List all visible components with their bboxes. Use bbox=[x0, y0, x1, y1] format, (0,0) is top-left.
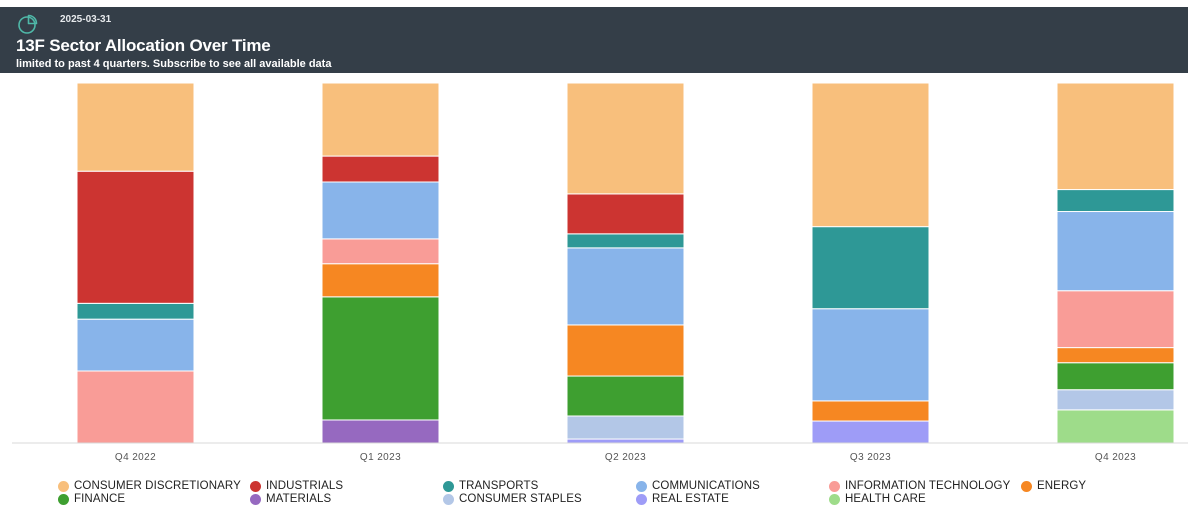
legend-swatch bbox=[829, 493, 840, 505]
chart-header: 2025-03-31 13F Sector Allocation Over Ti… bbox=[0, 7, 1188, 73]
legend-swatch bbox=[636, 480, 647, 492]
bar-segment-q4-2023-communications[interactable] bbox=[1056, 211, 1175, 292]
legend-item-finance[interactable]: FINANCE bbox=[58, 492, 125, 506]
bar-segment-q1-2023-information-technology[interactable] bbox=[321, 238, 440, 265]
bar-segment-q4-2023-information-technology[interactable] bbox=[1056, 290, 1175, 349]
bar-segment-q3-2023-consumer-discretionary[interactable] bbox=[811, 82, 930, 228]
bar-segment-q2-2023-communications[interactable] bbox=[566, 247, 685, 326]
bar-segment-q2-2023-finance[interactable] bbox=[566, 375, 685, 417]
legend-label: HEALTH CARE bbox=[845, 493, 926, 505]
x-tick-label-q3-2023: Q3 2023 bbox=[850, 452, 891, 463]
bar-segment-q2-2023-real-estate[interactable] bbox=[566, 438, 685, 444]
legend-item-communications[interactable]: COMMUNICATIONS bbox=[636, 479, 760, 493]
bar-segment-q4-2022-communications[interactable] bbox=[76, 318, 195, 372]
x-tick-label-q1-2023: Q1 2023 bbox=[360, 452, 401, 463]
bar-segment-q3-2023-communications[interactable] bbox=[811, 308, 930, 402]
bar-segment-q1-2023-communications[interactable] bbox=[321, 181, 440, 240]
legend-swatch bbox=[829, 480, 840, 492]
bar-segment-q4-2023-energy[interactable] bbox=[1056, 347, 1175, 364]
x-axis-tick-labels: Q4 2022 Q1 2023 Q2 2023 Q3 2023 Q4 2023 bbox=[115, 452, 1136, 463]
legend-item-materials[interactable]: MATERIALS bbox=[250, 492, 331, 506]
bar-segment-q1-2023-materials[interactable] bbox=[321, 419, 440, 444]
bar-segment-q4-2023-finance[interactable] bbox=[1056, 362, 1175, 391]
legend-item-real-estate[interactable]: REAL ESTATE bbox=[636, 492, 729, 506]
legend-label: FINANCE bbox=[74, 493, 126, 505]
bar-segment-q2-2023-industrials[interactable] bbox=[566, 193, 685, 235]
bar-segment-q4-2022-information-technology[interactable] bbox=[76, 370, 195, 444]
legend-item-health-care[interactable]: HEALTH CARE bbox=[829, 492, 926, 506]
legend-swatch bbox=[443, 480, 454, 492]
bar-segment-q4-2023-consumer-discretionary[interactable] bbox=[1056, 82, 1175, 191]
legend-swatch bbox=[443, 493, 454, 505]
legend-label: INFORMATION TECHNOLOGY bbox=[845, 480, 1011, 492]
x-tick-label-q4-2023: Q4 2023 bbox=[1095, 452, 1136, 463]
bar-segment-q2-2023-consumer-staples[interactable] bbox=[566, 415, 685, 440]
bar-segment-q3-2023-transports[interactable] bbox=[811, 226, 930, 310]
bar-segment-q1-2023-consumer-discretionary[interactable] bbox=[321, 82, 440, 157]
bar-segment-q1-2023-energy[interactable] bbox=[321, 263, 440, 298]
report-date: 2025-03-31 bbox=[60, 14, 112, 25]
legend-label: CONSUMER DISCRETIONARY bbox=[74, 480, 241, 492]
legend-label: CONSUMER STAPLES bbox=[459, 493, 582, 505]
bar-segment-q1-2023-industrials[interactable] bbox=[321, 155, 440, 183]
bar-segment-q3-2023-energy[interactable] bbox=[811, 400, 930, 422]
legend-label: ENERGY bbox=[1037, 480, 1087, 492]
legend-item-industrials[interactable]: INDUSTRIALS bbox=[250, 479, 343, 493]
legend-label: INDUSTRIALS bbox=[266, 480, 344, 492]
bar-segment-q1-2023-finance[interactable] bbox=[321, 296, 440, 421]
pie-chart-icon bbox=[18, 14, 38, 34]
bar-segment-q2-2023-transports[interactable] bbox=[566, 233, 685, 249]
legend-label: MATERIALS bbox=[266, 493, 332, 505]
chart-legend: CONSUMER DISCRETIONARY INDUSTRIALS TRANSPO… bbox=[0, 477, 1188, 509]
stacked-bar-chart: Q4 2022 Q1 2023 Q2 2023 Q3 2023 Q4 2023 bbox=[12, 82, 1188, 463]
bar-segment-q4-2023-consumer-staples[interactable] bbox=[1056, 389, 1175, 411]
x-tick-label-q2-2023: Q2 2023 bbox=[605, 452, 646, 463]
bar-segment-q4-2023-transports[interactable] bbox=[1056, 189, 1175, 213]
legend-swatch bbox=[250, 480, 261, 492]
bar-segment-q2-2023-energy[interactable] bbox=[566, 324, 685, 377]
legend-item-consumer-staples[interactable]: CONSUMER STAPLES bbox=[443, 492, 582, 506]
chart-title: 13F Sector Allocation Over Time bbox=[16, 36, 271, 55]
legend-label: REAL ESTATE bbox=[652, 493, 729, 505]
bar-segment-q2-2023-consumer-discretionary[interactable] bbox=[566, 82, 685, 195]
x-tick-label-q4-2022: Q4 2022 bbox=[115, 452, 156, 463]
legend-item-energy[interactable]: ENERGY bbox=[1021, 479, 1086, 493]
legend-item-consumer-discretionary[interactable]: CONSUMER DISCRETIONARY bbox=[58, 479, 241, 493]
legend-item-information-technology[interactable]: INFORMATION TECHNOLOGY bbox=[829, 479, 1010, 493]
legend-swatch bbox=[636, 493, 647, 505]
bar-segment-q4-2022-consumer-discretionary[interactable] bbox=[76, 82, 195, 172]
legend-label: COMMUNICATIONS bbox=[652, 480, 760, 492]
legend-label: TRANSPORTS bbox=[459, 480, 539, 492]
bar-segment-q4-2023-health-care[interactable] bbox=[1056, 409, 1175, 444]
legend-swatch bbox=[250, 493, 261, 505]
legend-item-transports[interactable]: TRANSPORTS bbox=[443, 479, 538, 493]
bar-stacks bbox=[76, 82, 1175, 444]
legend-swatch bbox=[1021, 480, 1032, 492]
legend-swatch bbox=[58, 480, 69, 492]
bar-segment-q3-2023-real-estate[interactable] bbox=[811, 420, 930, 444]
bar-segment-q4-2022-industrials[interactable] bbox=[76, 170, 195, 304]
bar-segment-q4-2022-transports[interactable] bbox=[76, 302, 195, 320]
legend-swatch bbox=[58, 493, 69, 505]
subscription-notice: limited to past 4 quarters. Subscribe to… bbox=[16, 58, 332, 70]
